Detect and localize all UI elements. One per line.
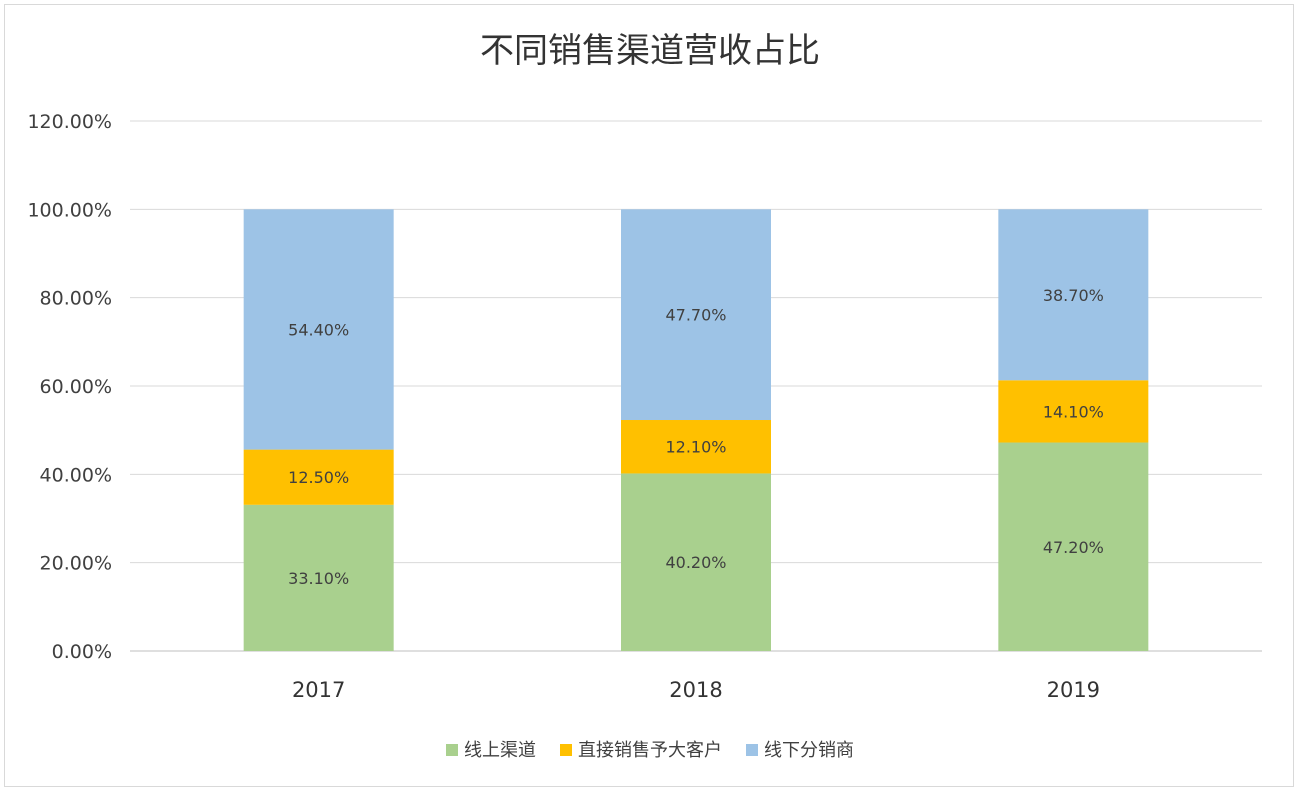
data-label: 12.50% [288,468,349,487]
bar-segment [998,442,1149,651]
data-label: 14.10% [1043,402,1104,421]
bar-segment [243,449,394,505]
y-tick-label: 100.00% [27,199,112,221]
x-axis-ticks: 2017 2018 2019 [292,678,1100,702]
data-label: 33.10% [288,569,349,588]
legend-label: 直接销售予大客户 [578,740,722,761]
bar-segment [243,209,394,450]
data-label: 12.10% [665,438,726,457]
bar-segment [998,380,1149,443]
bars: 33.10% 12.50% 54.40% 40.20% 12.10% 47.70% 47.2… [243,209,1149,651]
y-tick-label: 20.00% [40,553,112,575]
bar-segment [243,504,394,651]
data-label: 38.70% [1043,286,1104,305]
y-tick-label: 80.00% [40,288,112,310]
data-label: 54.40% [288,320,349,339]
data-label: 40.20% [665,553,726,572]
legend: 线上渠道 直接销售予大客户 线下分销商 [446,740,854,761]
legend-label: 线上渠道 [464,740,536,761]
bar-segment [621,473,771,651]
legend-swatch [746,744,758,756]
chart-title: 不同销售渠道营收占比 [480,31,820,71]
legend-swatch [446,744,458,756]
y-tick-label: 40.00% [40,464,112,486]
y-tick-label: 60.00% [40,376,112,398]
bar-segment [621,420,771,474]
bar-segment [998,209,1149,381]
x-tick-label: 2019 [1047,678,1100,702]
bar-segment [621,209,771,421]
data-label: 47.70% [665,306,726,325]
y-axis-ticks: 0.00% 20.00% 40.00% 60.00% 80.00% 100.00% 120.… [27,111,112,663]
x-tick-label: 2018 [669,678,722,702]
y-tick-label: 120.00% [27,111,112,133]
x-tick-label: 2017 [292,678,345,702]
data-label: 47.20% [1043,538,1104,557]
legend-label: 线下分销商 [764,740,854,761]
legend-swatch [560,744,572,756]
y-tick-label: 0.00% [52,641,112,663]
